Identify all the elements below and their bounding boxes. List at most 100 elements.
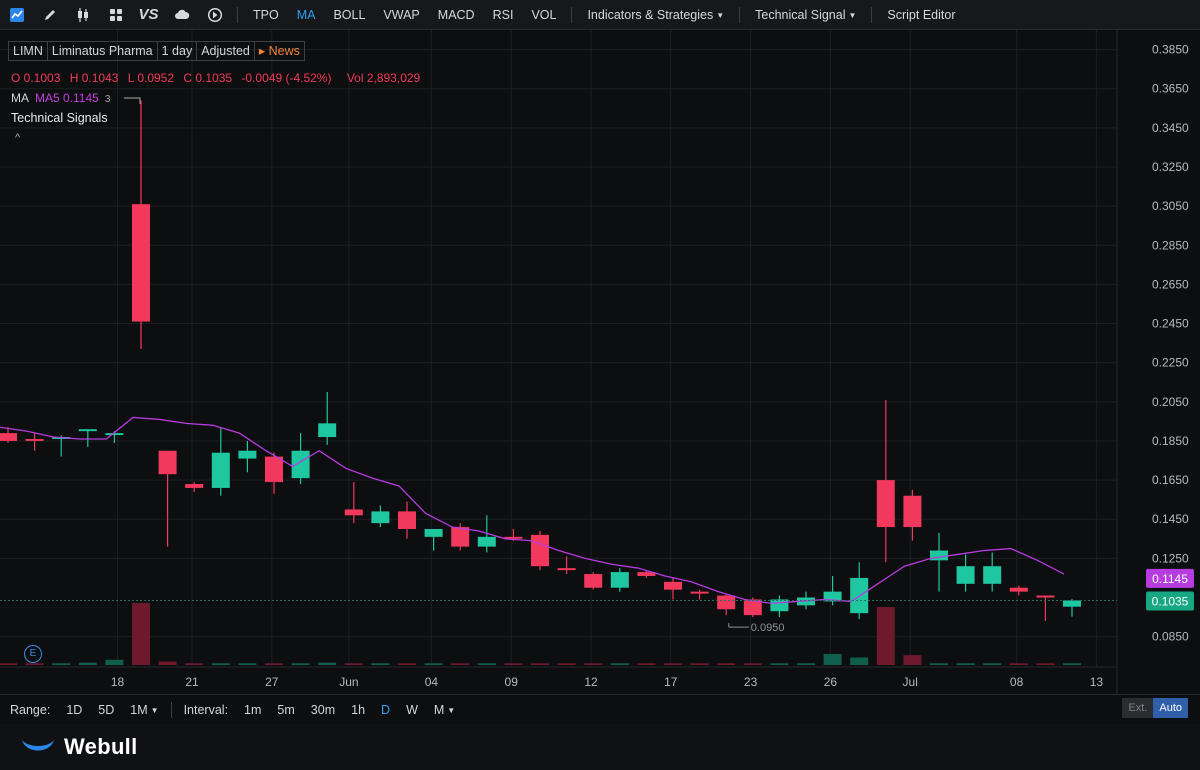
volume-value: Vol 2,893,029 xyxy=(346,71,421,85)
cloud-icon[interactable] xyxy=(165,0,198,30)
ma-price-tag-label: 0.1145 xyxy=(1152,572,1188,586)
pen-icon[interactable] xyxy=(33,0,66,30)
interval-30m[interactable]: 30m xyxy=(310,702,336,717)
candle-body xyxy=(477,536,496,547)
ma-readout: MA MA5 0.1145 3 xyxy=(11,91,110,105)
technical-signal-dropdown[interactable]: Technical Signal ▼ xyxy=(755,7,857,22)
volume-bar xyxy=(211,663,230,665)
indicator-tpo[interactable]: TPO xyxy=(253,7,279,22)
interval-d[interactable]: D xyxy=(381,702,391,717)
candle-body xyxy=(531,534,549,567)
candle-body xyxy=(1036,595,1055,598)
x-tick-label: Jun xyxy=(339,675,358,689)
candle-body xyxy=(983,566,1002,584)
caret-down-icon: ▼ xyxy=(848,10,857,20)
toolbar-divider xyxy=(871,6,873,23)
y-tick-label: 0.3250 xyxy=(1152,160,1189,174)
interval-1h[interactable]: 1h xyxy=(351,702,366,717)
candle-body xyxy=(930,550,948,561)
volume-bar xyxy=(876,607,895,665)
volume-bar xyxy=(637,663,656,665)
candle-body xyxy=(25,438,44,441)
ext-button[interactable]: Ext. xyxy=(1122,698,1154,718)
interval-label: Interval: xyxy=(183,702,229,717)
ext-auto-toggle: Ext. Auto xyxy=(1122,698,1188,718)
candle-body xyxy=(956,566,975,584)
interval-w[interactable]: W xyxy=(406,702,418,717)
script-editor-button[interactable]: Script Editor xyxy=(887,7,956,22)
range-1m[interactable]: 1M ▼ xyxy=(130,702,159,717)
interval-5m[interactable]: 5m xyxy=(277,702,295,717)
candle-body xyxy=(185,484,204,488)
indicator-vol[interactable]: VOL xyxy=(531,7,557,22)
indicator-vwap[interactable]: VWAP xyxy=(383,7,420,22)
x-tick-label: 21 xyxy=(185,675,199,689)
low-marker-label: 0.0950 xyxy=(751,622,785,634)
earnings-marker[interactable]: E xyxy=(24,645,42,663)
chart-line-icon[interactable] xyxy=(0,0,33,30)
indicator-rsi[interactable]: RSI xyxy=(492,7,514,22)
candle-body xyxy=(211,452,230,488)
replay-icon[interactable] xyxy=(198,0,231,30)
candle-body xyxy=(132,204,150,322)
candlestick-icon[interactable] xyxy=(66,0,99,30)
volume-bar xyxy=(983,663,1002,665)
interval-m[interactable]: M ▼ xyxy=(433,702,456,717)
candle-body xyxy=(637,572,656,576)
period-label[interactable]: 1 day xyxy=(156,41,198,61)
candle-body xyxy=(664,581,682,590)
collapse-caret-icon[interactable]: ^ xyxy=(15,132,21,144)
candle-body xyxy=(105,433,124,436)
candle-body xyxy=(823,591,842,602)
technical-signals-label[interactable]: Technical Signals xyxy=(11,111,108,125)
indicator-macd[interactable]: MACD xyxy=(437,7,475,22)
candle-body xyxy=(424,529,443,537)
adjusted-label[interactable]: Adjusted xyxy=(196,41,255,61)
price-chart[interactable]: 0.3850 0.3650 0.3450 0.3250 0.3050 0.2850 0.26… xyxy=(0,30,1200,694)
x-tick-label: 04 xyxy=(425,675,439,689)
toolbar-divider xyxy=(739,6,741,23)
volume-bar xyxy=(25,663,44,665)
candle-body xyxy=(158,450,177,475)
volume-bar xyxy=(557,663,576,665)
volume-bar xyxy=(1036,663,1055,665)
candle-body xyxy=(78,429,97,432)
candle-body xyxy=(371,511,390,524)
high-value: H 0.1043 xyxy=(69,71,119,85)
candle-body xyxy=(238,450,257,459)
indicator-boll[interactable]: BOLL xyxy=(333,7,366,22)
open-value: O 0.1003 xyxy=(11,71,61,85)
volume-bar xyxy=(158,661,177,665)
range-5d[interactable]: 5D xyxy=(98,702,115,717)
candle-body xyxy=(504,536,523,539)
volume-bar xyxy=(690,663,709,665)
volume-bar xyxy=(477,663,496,665)
grid-layout-icon[interactable] xyxy=(99,0,132,30)
indicators-strategies-dropdown[interactable]: Indicators & Strategies ▼ xyxy=(587,7,725,22)
volume-bar xyxy=(930,663,948,665)
range-1d[interactable]: 1D xyxy=(66,702,83,717)
volume-bar xyxy=(291,663,310,665)
vs-compare-icon[interactable]: VS xyxy=(138,6,159,23)
volume-bar xyxy=(318,662,337,665)
y-tick-label: 0.0850 xyxy=(1152,630,1189,644)
volume-bar xyxy=(504,663,523,665)
indicator-ma[interactable]: MA xyxy=(296,7,316,22)
ma-param[interactable]: 3 xyxy=(104,94,111,105)
volume-bar xyxy=(1009,663,1028,665)
volume-bar xyxy=(78,662,97,665)
interval-1m[interactable]: 1m xyxy=(244,702,262,717)
volume-bar xyxy=(424,663,443,665)
range-divider xyxy=(170,701,172,718)
volume-bar xyxy=(1063,663,1081,665)
x-tick-label: 09 xyxy=(505,675,519,689)
y-tick-label: 0.3850 xyxy=(1152,43,1189,57)
auto-button[interactable]: Auto xyxy=(1153,698,1188,718)
symbol-label[interactable]: LIMN xyxy=(8,41,48,61)
y-tick-label: 0.2450 xyxy=(1152,317,1189,331)
volume-bar xyxy=(903,655,922,665)
y-tick-label: 0.1850 xyxy=(1152,434,1189,448)
candle-body xyxy=(610,572,629,588)
x-tick-label: 18 xyxy=(111,675,125,689)
news-button[interactable]: ▸ News xyxy=(253,41,305,61)
